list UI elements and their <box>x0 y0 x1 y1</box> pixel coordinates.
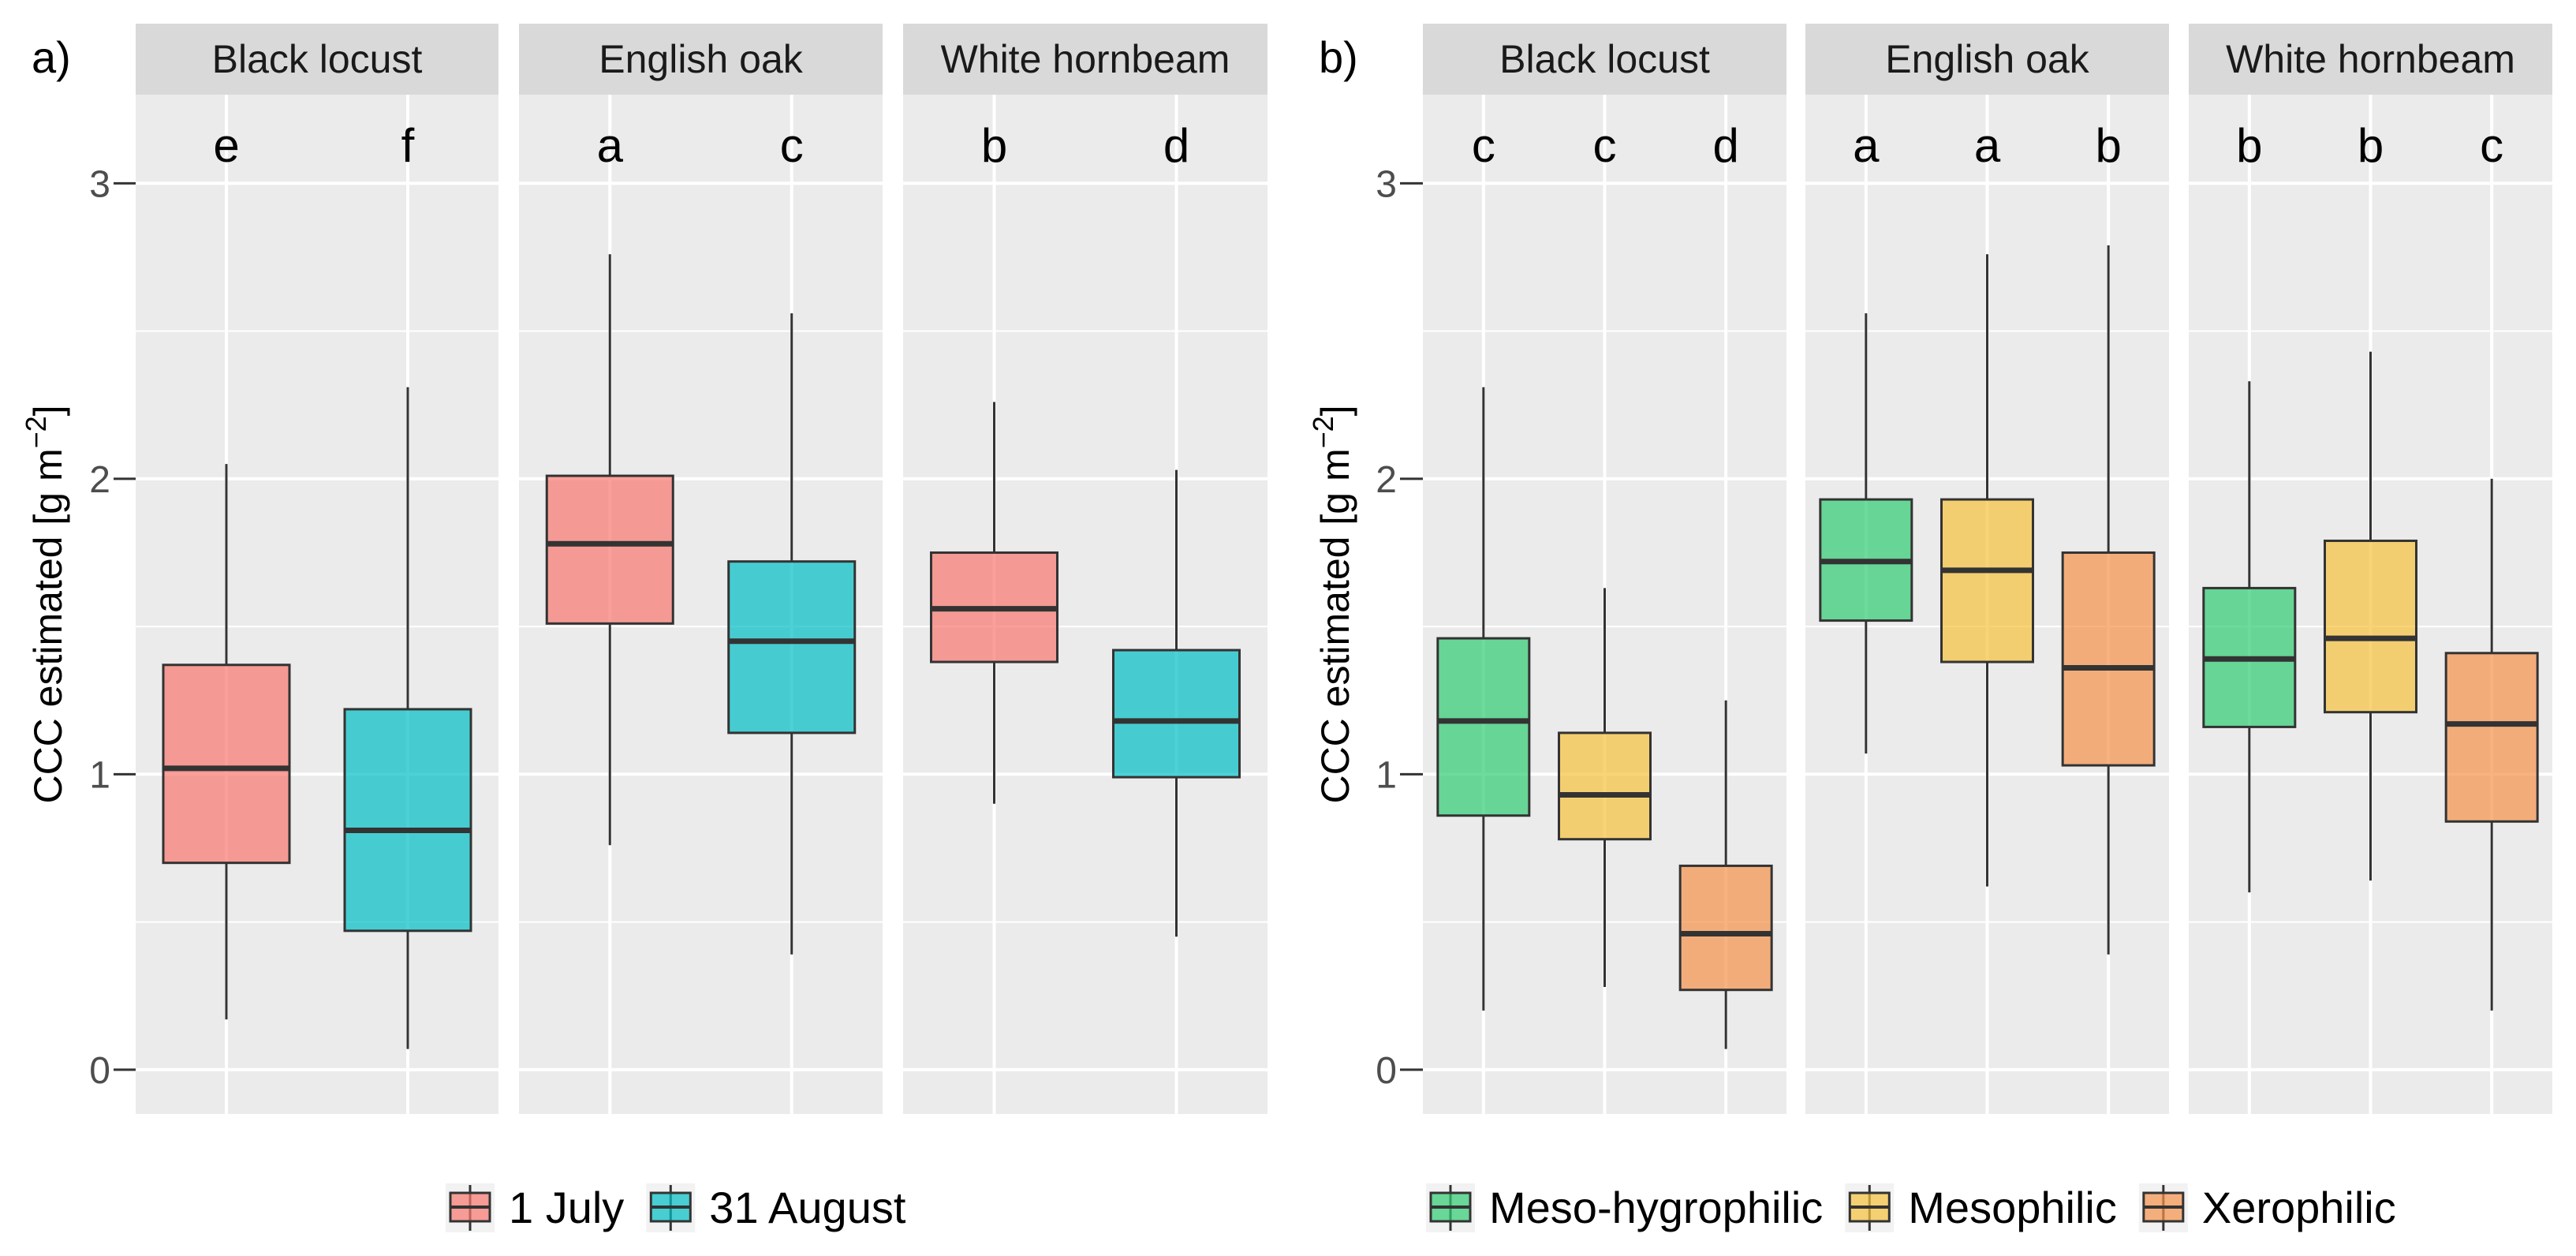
legend-item-31-august: 31 August <box>646 1183 906 1232</box>
significance-letter: a <box>1853 119 1880 172</box>
significance-letter: b <box>2095 119 2121 172</box>
box-1-july: e <box>162 95 291 1114</box>
box-body <box>1940 498 2034 664</box>
y-axis-label: CCC estimated [g m−2] <box>20 405 70 803</box>
significance-letter: c <box>1472 119 1495 172</box>
facet-title: White hornbeam <box>2226 37 2515 81</box>
significance-letter: a <box>597 119 624 172</box>
y-tick-label: 3 <box>1376 163 1397 205</box>
significance-letter: d <box>1712 119 1738 172</box>
box-meso-hygrophilic: a <box>1819 95 1913 1114</box>
y-axis-label: CCC estimated [g m−2] <box>1307 405 1357 803</box>
box-mesophilic: a <box>1940 95 2034 1114</box>
y-tick-label: 2 <box>1376 459 1397 501</box>
facet-title: English oak <box>1885 37 2089 81</box>
facet-title: Black locust <box>1499 37 1710 81</box>
facet-strip <box>1423 24 1786 95</box>
y-tick-label: 2 <box>89 459 110 501</box>
box-xerophilic: c <box>2444 95 2539 1114</box>
chart-panel-a: a) CCC estimated [g m−2] 0 1 2 3 Black locust e… <box>20 24 1267 1232</box>
legend-label: 31 August <box>709 1183 906 1232</box>
legend: 1 July 31 August <box>446 1183 906 1232</box>
significance-letter: b <box>981 119 1007 172</box>
box-xerophilic: d <box>1678 95 1773 1114</box>
y-tick-label: 1 <box>89 754 110 796</box>
box-meso-hygrophilic: c <box>1436 95 1531 1114</box>
facet-strip <box>2189 24 2552 95</box>
legend-item-xerophilic: Xerophilic <box>2138 1183 2396 1232</box>
box-meso-hygrophilic: b <box>2202 95 2297 1114</box>
facet-black-locust: Black locust e f <box>136 24 498 1114</box>
significance-letter: b <box>2358 119 2384 172</box>
facet-title: White hornbeam <box>941 37 1230 81</box>
box-body <box>1436 637 1531 817</box>
facet-title: Black locust <box>212 37 423 81</box>
box-body <box>1112 649 1241 779</box>
significance-letter: c <box>1593 119 1617 172</box>
legend-label: Mesophilic <box>1908 1183 2117 1232</box>
facet-white-hornbeam: White hornbeam b d <box>903 24 1267 1114</box>
significance-letter: e <box>213 119 239 172</box>
legend-item-1-july: 1 July <box>446 1183 624 1232</box>
box-xerophilic: b <box>2061 95 2156 1114</box>
significance-letter: c <box>2480 119 2503 172</box>
box-body <box>2324 539 2417 714</box>
box-31-august: c <box>727 95 857 1114</box>
significance-letter: a <box>1974 119 2001 172</box>
significance-letter: d <box>1163 119 1189 172</box>
box-1-july: b <box>930 95 1058 1114</box>
facet-strip <box>136 24 498 95</box>
facet-english-oak: English oak a c <box>519 24 883 1114</box>
box-body <box>162 664 291 865</box>
box-mesophilic: c <box>1558 95 1652 1114</box>
box-body <box>2061 551 2156 767</box>
box-1-july: a <box>545 95 674 1114</box>
box-31-august: f <box>343 95 472 1114</box>
panel-label: a) <box>32 32 71 82</box>
box-body <box>1558 731 1652 841</box>
box-body <box>727 560 857 735</box>
box-body <box>2444 652 2539 823</box>
legend-item-meso-hygrophilic: Meso-hygrophilic <box>1426 1183 1823 1232</box>
facet-strip <box>903 24 1267 95</box>
y-tick-label: 3 <box>89 163 110 205</box>
significance-letter: b <box>2236 119 2262 172</box>
y-tick-label: 0 <box>89 1050 110 1092</box>
significance-letter: c <box>780 119 804 172</box>
facet-white-hornbeam: White hornbeam b b c <box>2189 24 2552 1114</box>
box-body <box>545 474 674 625</box>
box-body <box>343 708 472 933</box>
facet-title: English oak <box>599 37 803 81</box>
y-tick-label: 1 <box>1376 754 1397 796</box>
panel-label: b) <box>1319 32 1358 82</box>
box-mesophilic: b <box>2324 95 2417 1114</box>
legend-label: Xerophilic <box>2202 1183 2396 1232</box>
facet-strip <box>1805 24 2169 95</box>
facet-strip <box>519 24 883 95</box>
facet-panel-background <box>136 95 498 1114</box>
legend-label: 1 July <box>509 1183 624 1232</box>
box-31-august: d <box>1112 95 1241 1114</box>
legend-label: Meso-hygrophilic <box>1489 1183 1823 1232</box>
legend: Meso-hygrophilic Mesophilic Xerophilic <box>1426 1183 2396 1232</box>
legend-item-mesophilic: Mesophilic <box>1845 1183 2117 1232</box>
significance-letter: f <box>401 119 415 172</box>
y-tick-label: 0 <box>1376 1050 1397 1092</box>
box-body <box>1678 864 1773 992</box>
